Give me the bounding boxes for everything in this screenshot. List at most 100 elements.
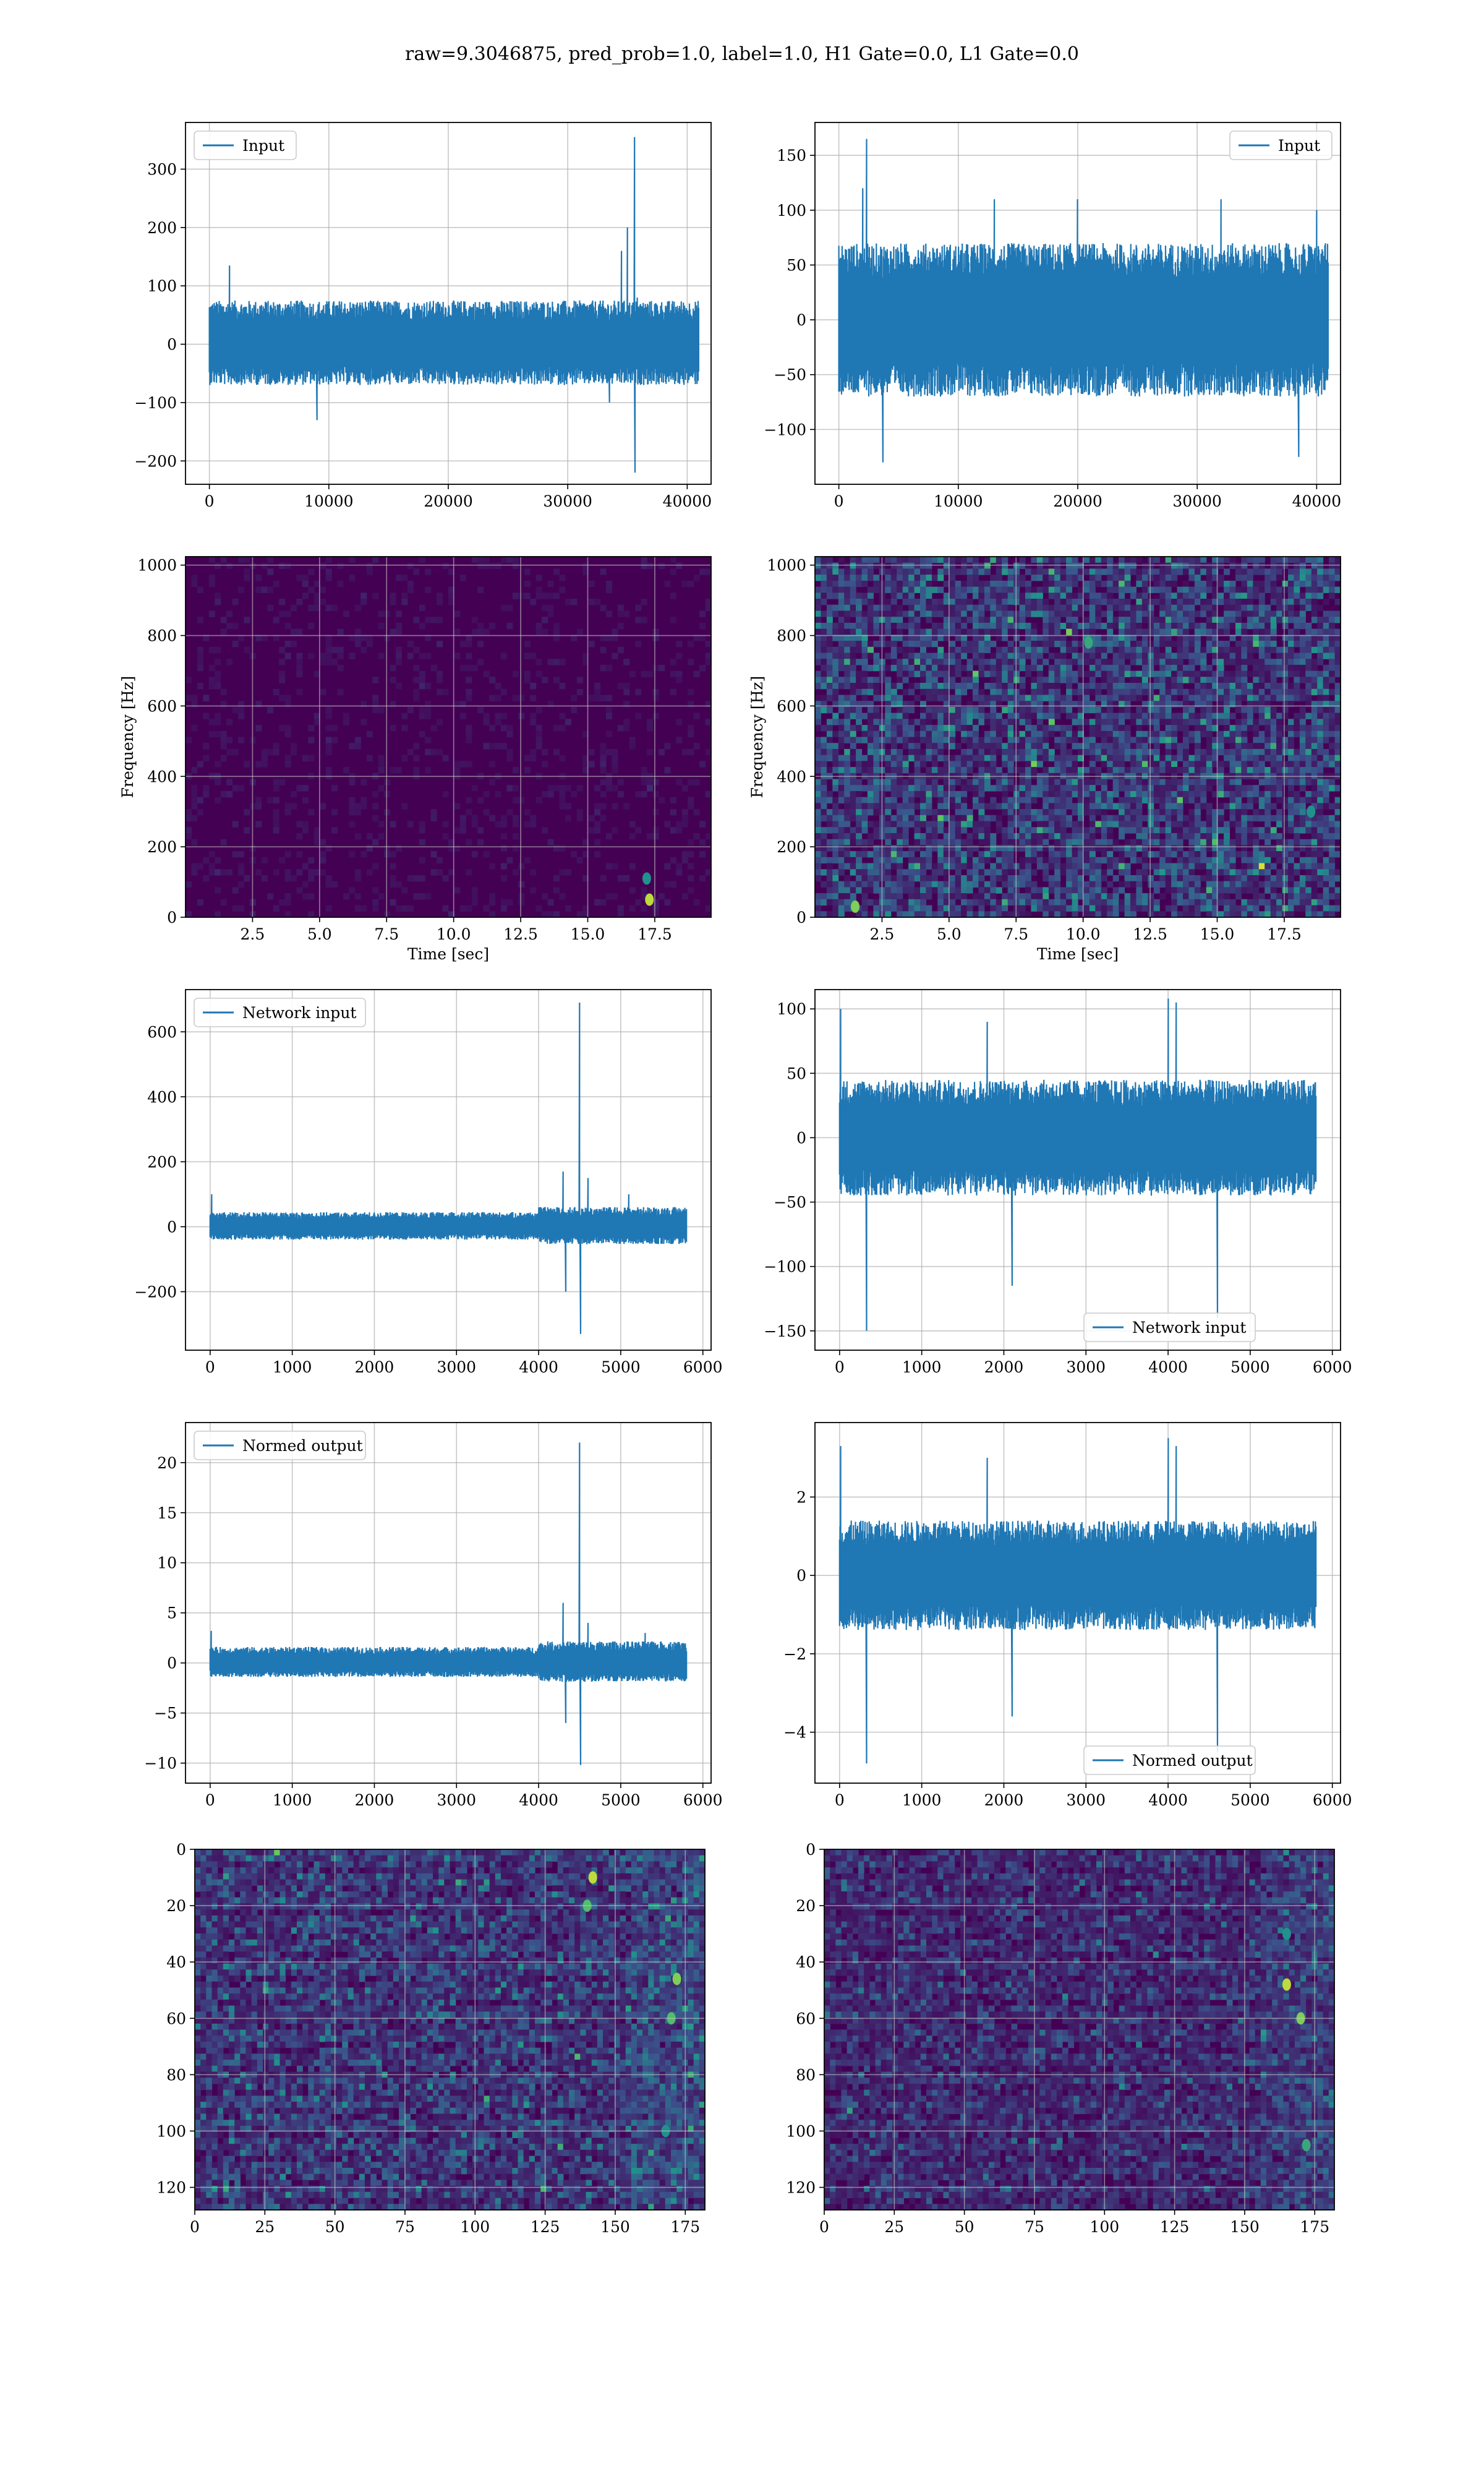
heatmap-cell (897, 610, 903, 617)
heatmap-cell (1235, 604, 1242, 611)
heatmap-cell (815, 893, 821, 900)
heatmap-cell (1235, 706, 1242, 714)
heatmap-cell (372, 905, 379, 912)
heatmap-cell (471, 617, 478, 623)
heatmap-cell (832, 628, 839, 635)
heatmap-cell (483, 713, 490, 719)
heatmap-cell (990, 610, 997, 617)
heatmap-cell (926, 557, 932, 563)
heatmap-cell (1224, 568, 1230, 575)
heatmap-cell (1060, 743, 1067, 750)
heatmap-cell (553, 875, 560, 882)
heatmap-cell (1235, 779, 1242, 785)
heatmap-cell (949, 730, 956, 738)
heatmap-cell (1066, 604, 1073, 611)
heatmap-cell (873, 719, 880, 726)
heatmap-cell (920, 659, 926, 666)
heatmap-cell (291, 628, 297, 635)
heatmap-cell (1136, 695, 1143, 701)
heatmap-cell (652, 713, 659, 719)
heatmap-cell (973, 857, 979, 864)
heatmap-cell (920, 857, 926, 864)
heatmap-cell (868, 833, 874, 840)
heatmap-cell (821, 779, 827, 785)
heatmap-cell (197, 659, 203, 666)
heatmap-cell (838, 797, 845, 803)
heatmap-cell (1141, 748, 1148, 756)
heatmap-cell (354, 635, 361, 641)
heatmap-cell (1200, 653, 1207, 659)
heatmap-cell (542, 761, 548, 768)
heatmap-cell (191, 869, 198, 876)
heatmap-cell (861, 695, 868, 701)
heatmap-cell (1043, 887, 1049, 894)
heatmap-cell (897, 557, 903, 563)
heatmap-cell (1141, 677, 1148, 683)
heatmap-cell (826, 821, 833, 828)
heatmap-cell (378, 821, 385, 828)
heatmap-cell (1072, 809, 1078, 816)
heatmap-cell (1095, 646, 1102, 654)
heatmap-cell (815, 809, 821, 816)
heatmap-cell (1136, 857, 1143, 864)
heatmap-cell (984, 670, 991, 677)
heatmap-cell (1241, 599, 1248, 606)
heatmap-cell (1241, 659, 1248, 666)
heatmap-cell (890, 646, 897, 654)
heatmap-cell (1072, 779, 1078, 785)
heatmap-cell (943, 580, 950, 588)
heatmap-cell (844, 713, 851, 719)
heatmap-cell (1148, 641, 1154, 648)
heatmap-cell (978, 785, 985, 792)
heatmap-cell (325, 737, 332, 743)
heatmap-cell (890, 881, 897, 888)
heatmap-cell (1247, 575, 1253, 581)
heatmap-cell (1247, 653, 1253, 659)
heatmap-cell (489, 725, 496, 732)
heatmap-cell (1124, 779, 1131, 785)
heatmap-cell (1165, 683, 1172, 690)
heatmap-cell (1066, 580, 1073, 588)
heatmap-cell (302, 785, 309, 792)
heatmap-cell (1031, 881, 1038, 888)
heatmap-cell (1200, 803, 1207, 810)
heatmap-cell (244, 617, 250, 623)
heatmap-cell (821, 593, 827, 599)
heatmap-cell (868, 887, 874, 894)
heatmap-cell (931, 743, 938, 750)
heatmap-cell (826, 562, 833, 569)
heatmap-cell (850, 599, 856, 606)
heatmap-cell (978, 827, 985, 834)
heatmap-cell (961, 785, 968, 792)
heatmap-cell (908, 737, 915, 743)
heatmap-cell (1007, 575, 1014, 581)
heatmap-cell (1124, 737, 1131, 743)
heatmap-cell (425, 767, 432, 774)
heatmap-cell (191, 839, 198, 845)
heatmap-cell (1212, 599, 1219, 606)
heatmap-cell (442, 875, 449, 882)
heatmap-cell (606, 893, 612, 900)
heatmap-cell (495, 683, 501, 690)
heatmap-cell (459, 761, 466, 768)
heatmap-cell (360, 803, 367, 810)
heatmap-cell (1066, 803, 1073, 810)
heatmap-cell (419, 557, 425, 563)
heatmap-cell (1217, 599, 1224, 606)
heatmap-cell (1007, 839, 1014, 845)
heatmap-cell (937, 845, 944, 852)
heatmap-cell (1141, 827, 1148, 834)
heatmap-cell (1124, 557, 1131, 563)
heatmap-cell (868, 797, 874, 803)
heatmap-cell (1043, 646, 1049, 654)
heatmap-cell (238, 869, 244, 876)
heatmap-cell (856, 725, 863, 732)
heatmap-cell (1002, 599, 1009, 606)
heatmap-cell (873, 562, 880, 569)
heatmap-cell (1206, 641, 1213, 648)
heatmap-cell (1165, 803, 1172, 810)
heatmap-cell (215, 646, 221, 654)
heatmap-cell (448, 586, 454, 593)
heatmap-cell (815, 791, 821, 798)
heatmap-cell (1043, 815, 1049, 822)
